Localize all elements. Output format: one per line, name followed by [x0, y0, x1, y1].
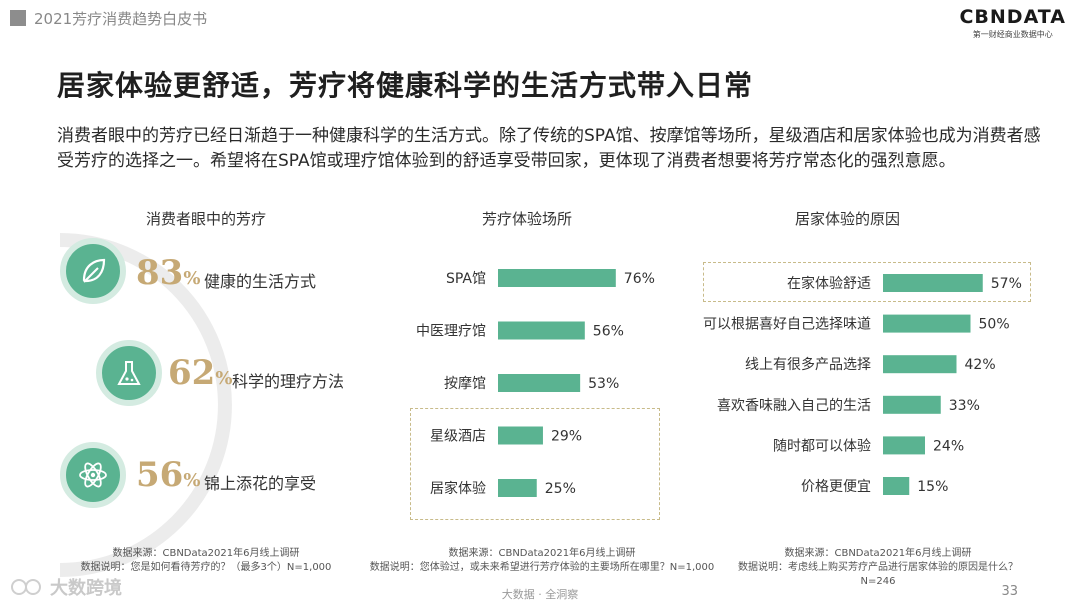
venue-value-label: 29%	[551, 429, 582, 445]
reason-bar	[883, 477, 910, 495]
venue-value-label: 56%	[593, 324, 624, 340]
reason-bar	[883, 395, 941, 414]
flask-icon	[117, 361, 141, 385]
venue-category-label: 星级酒店	[430, 429, 486, 445]
venue-bar	[498, 479, 537, 497]
note-2: 数据来源：CBNData2021年6月线上调研 数据说明：您体验过，或未来希望进…	[342, 547, 742, 575]
panel2-title: 芳疗体验场所	[482, 210, 573, 228]
leaf-icon-circle	[60, 238, 126, 304]
venue-value-label: 53%	[588, 376, 619, 392]
note-2-desc: 数据说明：您体验过，或未来希望进行芳疗体验的主要场所在哪里？N=1,000	[369, 562, 715, 573]
reason-bar	[883, 355, 957, 374]
stat-1-label: 健康的生活方式	[204, 272, 317, 291]
decorative-arc	[59, 233, 232, 577]
reason-value-label: 24%	[933, 438, 964, 454]
reason-bar	[883, 436, 925, 455]
reason-value-label: 50%	[979, 317, 1010, 333]
panel3-title: 居家体验的原因	[795, 210, 901, 228]
note-1-source: 数据来源：CBNData2021年6月线上调研	[112, 548, 300, 559]
footer-slogan: 大数据 · 全洞察	[501, 588, 579, 601]
reason-value-label: 33%	[949, 398, 980, 414]
reason-category-label: 在家体验舒适	[787, 275, 871, 292]
reason-bar	[883, 274, 983, 292]
highlight-box-home-comfort	[703, 262, 1031, 302]
leaf-icon	[82, 258, 106, 283]
watermark: 大数跨境	[10, 574, 122, 600]
panel1-title: 消费者眼中的芳疗	[146, 210, 267, 228]
flask-icon-circle	[96, 340, 162, 406]
brand-logo: CBNDATA 第一财经商业数据中心	[959, 6, 1066, 40]
reason-category-label: 随时都可以体验	[773, 438, 871, 454]
page-number: 33	[1001, 584, 1018, 599]
page-title: 居家体验更舒适，芳疗将健康科学的生活方式带入日常	[57, 69, 754, 102]
reason-value-label: 57%	[991, 276, 1022, 292]
atom-icon-circle	[60, 442, 126, 508]
intro-paragraph: 消费者眼中的芳疗已经日渐趋于一种健康科学的生活方式。除了传统的SPA馆、按摩馆等…	[57, 126, 1041, 171]
reason-category-label: 线上有很多产品选择	[745, 356, 871, 373]
venue-bar	[498, 374, 581, 392]
stat-2-value: 62%	[168, 353, 233, 393]
note-1-desc: 数据说明：您是如何看待芳疗的？（最多3个）N=1,000	[80, 562, 332, 573]
note-1: 数据来源：CBNData2021年6月线上调研 数据说明：您是如何看待芳疗的？（…	[56, 547, 356, 575]
venue-value-label: 25%	[545, 481, 576, 497]
reason-value-label: 15%	[917, 479, 948, 495]
stat-1-value: 83%	[136, 253, 201, 293]
venue-category-label: SPA馆	[446, 271, 486, 287]
note-2-source: 数据来源：CBNData2021年6月线上调研	[448, 548, 636, 559]
venue-category-label: 中医理疗馆	[416, 324, 486, 340]
stat-3-label: 锦上添花的享受	[204, 474, 317, 493]
venue-category-label: 居家体验	[430, 480, 486, 497]
venue-bar	[498, 269, 616, 287]
note-3-n: N=246	[860, 576, 896, 587]
reason-category-label: 可以根据喜好自己选择味道	[703, 317, 871, 333]
watermark-text: 大数跨境	[50, 578, 122, 599]
brand-name: CBNDATA	[959, 6, 1066, 28]
watermark-logo-icon	[11, 579, 41, 595]
brand-subtitle: 第一财经商业数据中心	[972, 30, 1053, 39]
doc-title: 2021芳疗消费趋势白皮书	[34, 10, 208, 28]
reason-category-label: 喜欢香味融入自己的生活	[717, 398, 871, 414]
reason-bar	[883, 314, 971, 333]
venue-value-label: 76%	[624, 271, 655, 287]
header-square	[10, 10, 26, 26]
stat-2-label: 科学的理疗方法	[232, 372, 345, 391]
venue-category-label: 按摩馆	[444, 375, 486, 392]
note-3-source: 数据来源：CBNData2021年6月线上调研	[784, 548, 972, 559]
reason-value-label: 42%	[965, 357, 996, 373]
reason-category-label: 价格更便宜	[801, 479, 871, 495]
note-3-desc: 数据说明：考虑线上购买芳疗产品进行居家体验的原因是什么？	[738, 562, 1018, 573]
note-3: 数据来源：CBNData2021年6月线上调研 数据说明：考虑线上购买芳疗产品进…	[728, 547, 1028, 589]
venue-bar	[498, 321, 585, 340]
atom-icon	[79, 462, 107, 488]
highlight-box-hotel-home	[410, 408, 660, 520]
stat-3-value: 56%	[136, 455, 201, 495]
venue-bar	[498, 426, 543, 445]
